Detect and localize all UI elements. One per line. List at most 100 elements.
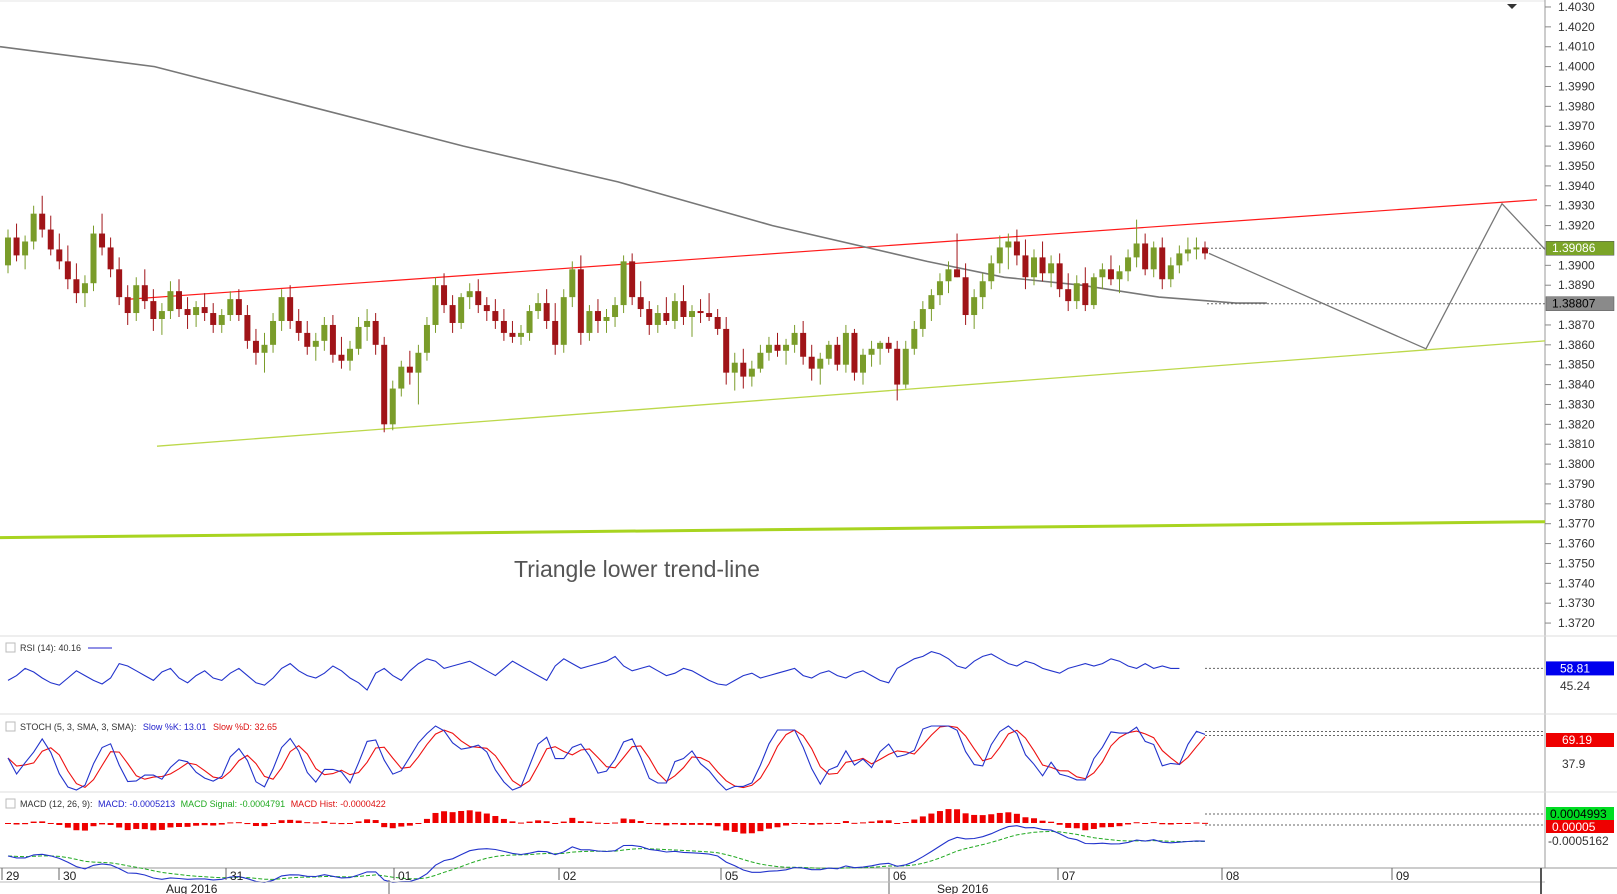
candle-body xyxy=(902,348,909,385)
y-tick-label: 1.3990 xyxy=(1558,79,1595,93)
rsi-toggle-icon[interactable] xyxy=(5,642,16,653)
candle-body xyxy=(535,303,542,312)
y-tick-label: 1.3750 xyxy=(1558,556,1595,570)
candle-body xyxy=(64,261,71,280)
macd-hist-bar xyxy=(5,823,11,824)
macd-hist-bar xyxy=(1176,823,1183,824)
candle xyxy=(680,285,687,325)
candle-body xyxy=(184,309,191,316)
macd-hist-bar xyxy=(321,821,328,823)
candle-body xyxy=(1193,247,1200,250)
y-tick-label: 1.3820 xyxy=(1558,417,1595,431)
candle-body xyxy=(201,307,208,314)
macd-hist-bar xyxy=(1184,823,1191,824)
candle-body xyxy=(141,285,148,302)
candle-body xyxy=(928,295,935,310)
x-day-label: 09 xyxy=(1396,869,1410,883)
candle-body xyxy=(1056,263,1063,290)
candle-body xyxy=(389,388,396,425)
candle-body xyxy=(552,320,559,345)
candle-body xyxy=(22,241,29,256)
macd-hist-bar xyxy=(518,822,524,824)
price-badge xyxy=(1545,296,1615,311)
candle-body xyxy=(697,311,704,314)
candle-body xyxy=(218,315,225,325)
candle-body xyxy=(176,291,182,310)
candle xyxy=(1133,219,1140,268)
candle-body xyxy=(680,301,687,318)
macd-hist-bar xyxy=(1150,822,1157,824)
y-tick-label: 1.3810 xyxy=(1558,437,1595,451)
macd-hist-bar xyxy=(1056,823,1063,825)
candle xyxy=(594,299,601,333)
candle xyxy=(483,297,490,321)
macd-hist-bar xyxy=(64,823,71,828)
candle xyxy=(372,313,379,355)
macd-line xyxy=(7,825,1206,883)
candle xyxy=(868,340,875,367)
macd-hist-bar xyxy=(483,813,490,823)
macd-hist-bar xyxy=(569,817,576,823)
macd-hist-bar xyxy=(860,822,866,824)
candle xyxy=(697,299,704,323)
candle-body xyxy=(1099,269,1106,278)
candle-body xyxy=(689,311,695,318)
macd-hist-bar xyxy=(56,823,63,826)
candle-body xyxy=(30,213,37,242)
macd-hist-bar xyxy=(979,815,986,823)
macd-toggle-icon[interactable] xyxy=(5,798,16,809)
candle-body xyxy=(808,356,815,369)
macd-hist-bar xyxy=(1090,823,1097,829)
candle-body xyxy=(133,285,140,314)
candle xyxy=(731,352,738,391)
candle xyxy=(671,293,678,329)
candle xyxy=(885,336,892,353)
candle xyxy=(689,305,695,337)
candle-body xyxy=(381,344,388,425)
macd-hist-bar xyxy=(22,823,29,825)
macd-hist-bar xyxy=(800,823,807,824)
candle xyxy=(398,360,405,397)
candle-body xyxy=(774,344,781,351)
candle-body xyxy=(894,348,901,385)
candle-body xyxy=(338,354,345,361)
candle-body xyxy=(629,261,636,298)
candle xyxy=(877,340,884,365)
stoch-k-line xyxy=(7,725,1206,791)
candle-body xyxy=(1013,241,1020,256)
macd-hist-bar xyxy=(834,823,841,824)
macd-hist-bar xyxy=(270,823,277,824)
macd-hist-bar xyxy=(509,821,516,823)
candle xyxy=(184,297,191,329)
candle-body xyxy=(116,269,123,298)
candle xyxy=(979,273,986,310)
macd-hist-bar xyxy=(629,819,636,823)
candle xyxy=(654,305,661,333)
rsi-label: RSI (14): 40.16 xyxy=(20,643,81,653)
candle xyxy=(706,293,713,321)
candle-body xyxy=(945,269,952,282)
candle-body xyxy=(620,261,627,306)
macd-label: MACD (12, 26, 9): xyxy=(20,799,93,809)
candle-body xyxy=(740,362,747,377)
macd-hist-bar xyxy=(1167,823,1174,825)
candle-body xyxy=(594,311,601,321)
candle-body xyxy=(483,305,490,312)
macd-hist-bar xyxy=(954,809,961,823)
candle xyxy=(860,348,866,385)
macd-hist-bar xyxy=(706,823,713,826)
macd-hist-bar xyxy=(1031,818,1037,823)
scroll-arrow-icon[interactable] xyxy=(1507,4,1517,9)
stoch-toggle-icon[interactable] xyxy=(5,721,16,732)
candle xyxy=(962,263,969,325)
macd-hist-bar xyxy=(39,821,46,823)
candle xyxy=(389,380,396,431)
macd-hist-bar xyxy=(902,822,909,824)
macd-hist-bar xyxy=(81,823,88,831)
y-tick-label: 1.3800 xyxy=(1558,457,1595,471)
rsi-badge xyxy=(1546,661,1614,676)
candle xyxy=(1116,265,1123,294)
macd-hist-bar xyxy=(689,823,695,825)
rsi-line xyxy=(7,651,1180,691)
